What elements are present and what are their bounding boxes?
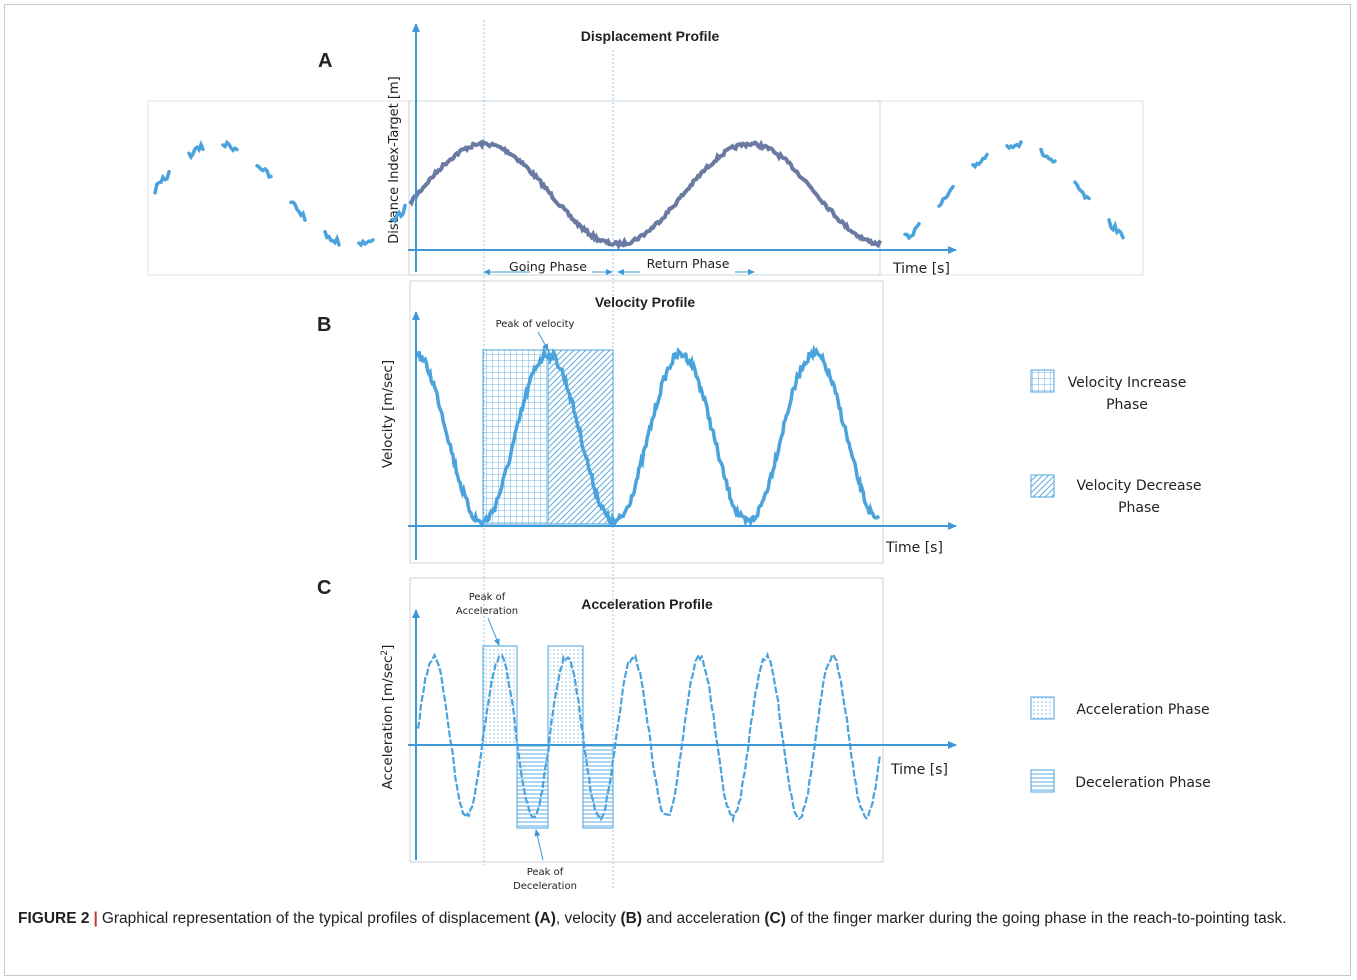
panel-c-title: Acceleration Profile [581,596,713,612]
legend-increase-line1: Velocity Increase [1068,375,1187,391]
peak-deceleration-line2: Deceleration [513,881,577,892]
legend-decrease-swatch [1030,474,1055,498]
caption-text-2: , velocity [555,910,621,927]
legend-decrease-line1: Velocity Decrease [1076,478,1201,494]
panel-c-ylabel-sup: 2 [380,650,390,656]
panel-a-xlabel: Time [s] [892,261,950,277]
caption-text-1: Graphical representation of the typical … [101,910,535,927]
caption-ref-b: (B) [620,910,643,927]
peak-acceleration-line1: Peak of [469,592,506,603]
legend-increase-swatch [1030,369,1055,393]
peak-acceleration-arrow [487,617,500,646]
caption-text-3: and acceleration [642,910,765,927]
legend-decrease-line2: Phase [1118,500,1160,516]
panel-b-ylabel: Velocity [m/sec] [380,360,396,468]
panel-b-title: Velocity Profile [595,294,696,310]
displacement-left-fragments [153,139,407,248]
panel-c-frame [409,577,884,863]
peak-deceleration-line1: Peak of [527,867,564,878]
displacement-right-fragments [903,140,1125,241]
caption-separator: | [93,910,98,927]
caption-text-4: of the finger marker during the going ph… [785,910,1287,927]
panel-c: C Acceleration Profile Acceleration [m/s… [317,577,1211,892]
legend-increase-line2: Phase [1106,397,1148,413]
acceleration-curve [416,651,882,824]
panel-b-frame [409,280,884,564]
panel-c-ylabel-end: ] [380,645,396,650]
panel-c-ylabel: Acceleration [m/sec2] [380,645,396,790]
peak-velocity-arrow [537,331,549,351]
acceleration-region-2 [547,645,584,746]
peak-acceleration-line2: Acceleration [456,606,518,617]
legend-acceleration-label: Acceleration Phase [1076,702,1209,718]
panel-a-outer-frame [147,100,1144,276]
velocity-curve [416,344,881,528]
panel-a-title: Displacement Profile [581,28,720,44]
caption-ref-c: (C) [764,910,786,927]
panel-b-letter: B [317,314,331,336]
panel-b-xlabel: Time [s] [885,540,943,556]
legend-acceleration-swatch [1030,696,1055,720]
figure-caption: FIGURE 2 | Graphical representation of the… [18,908,1338,929]
displacement-curve [408,138,883,251]
caption-label: FIGURE 2 [18,910,90,927]
panel-c-ylabel-main: Acceleration [m/sec [380,656,396,790]
panel-c-xlabel: Time [s] [890,762,948,778]
panel-a-ylabel: Distance Index-Target [m] [387,76,402,243]
peak-velocity-label: Peak of velocity [496,319,575,330]
legend-deceleration-swatch [1030,769,1055,793]
panel-a-letter: A [318,50,332,72]
return-phase-label: Return Phase [647,256,730,271]
legend-deceleration-label: Deceleration Phase [1075,775,1211,791]
panel-a: A Displacement Profile Distance Index-Ta… [147,23,1144,277]
panel-c-letter: C [317,577,331,599]
caption-ref-a: (A) [534,910,556,927]
panel-a-inner-frame [408,100,881,276]
figure-frame [4,4,1351,976]
going-phase-label: Going Phase [509,259,587,274]
peak-deceleration-arrow [534,829,544,861]
panel-b: B Velocity Profile Velocity [m/sec] Time… [317,280,1202,564]
